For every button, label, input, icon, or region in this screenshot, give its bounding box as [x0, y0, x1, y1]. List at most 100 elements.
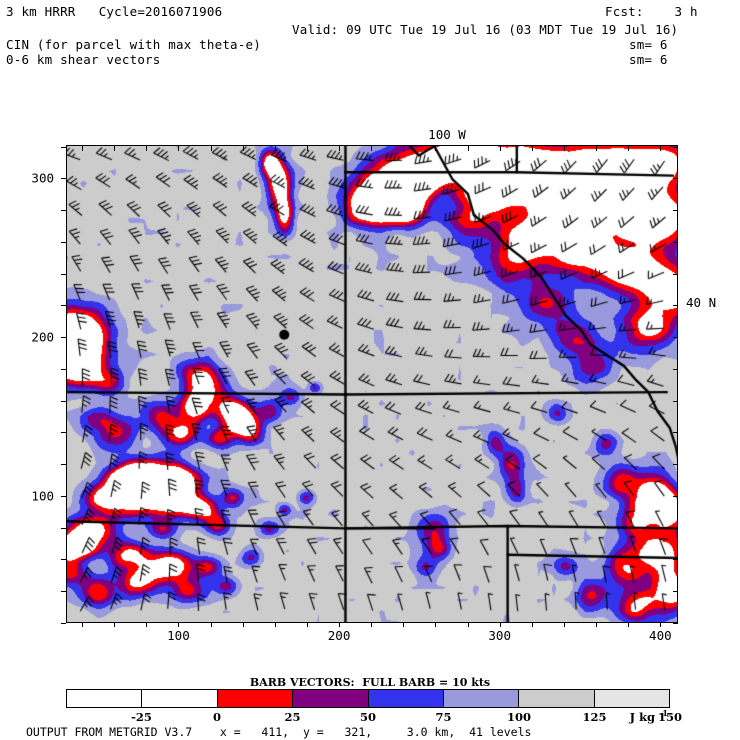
- y-minor-tick: [61, 337, 66, 339]
- header-model-cycle: 3 km HRRR Cycle=2016071906: [6, 4, 223, 19]
- wind-barbs-layer: [67, 146, 677, 622]
- x-minor-tick-top: [499, 146, 501, 151]
- y-minor-tick-right: [673, 559, 678, 561]
- colorbar-segment-0: [67, 690, 143, 707]
- header-valid-time: Valid: 09 UTC Tue 19 Jul 16 (03 MDT Tue …: [292, 22, 679, 37]
- header-field-shear: 0-6 km shear vectors: [6, 52, 161, 67]
- colorbar-segment-6: [519, 690, 595, 707]
- footer-metgrid-info: OUTPUT FROM METGRID V3.7 x = 411, y = 32…: [26, 725, 532, 739]
- x-axis-label-100: 100: [167, 628, 190, 643]
- y-minor-tick-right: [673, 527, 678, 529]
- x-minor-tick-top: [242, 146, 244, 151]
- y-minor-tick: [61, 305, 66, 307]
- y-minor-tick: [61, 400, 66, 402]
- y-minor-tick-right: [673, 305, 678, 307]
- x-minor-tick-top: [306, 146, 308, 151]
- x-minor-tick: [628, 622, 630, 627]
- x-minor-tick: [114, 622, 116, 627]
- x-minor-tick-top: [178, 146, 180, 151]
- colorbar-tick-125: 125: [582, 710, 607, 724]
- header-smoothing-1: sm= 6: [629, 37, 668, 52]
- colorbar-tick-150: 150: [657, 710, 683, 724]
- longitude-label: 100 W: [428, 127, 466, 142]
- colorbar-segment-7: [594, 690, 669, 707]
- x-minor-tick-top: [146, 146, 148, 151]
- x-minor-tick-top: [596, 146, 598, 151]
- x-minor-tick: [435, 622, 437, 627]
- x-axis-label-300: 300: [488, 628, 511, 643]
- colorbar-segment-3: [293, 690, 369, 707]
- colorbar-segment-5: [443, 690, 520, 707]
- y-axis-label-200: 200: [31, 329, 54, 345]
- header-forecast-hour: Fcst: 3 h: [605, 4, 698, 19]
- latitude-label: 40 N: [686, 295, 717, 310]
- x-minor-tick: [596, 622, 598, 627]
- colorbar-tick-100: 100: [506, 710, 532, 724]
- y-minor-tick-right: [673, 146, 678, 148]
- colorbar-unit-label: J kg -1: [629, 708, 668, 724]
- colorbar-tick-50: 50: [359, 710, 377, 724]
- y-minor-tick: [61, 464, 66, 466]
- x-minor-tick: [467, 622, 469, 627]
- y-minor-tick-right: [673, 273, 678, 275]
- y-minor-tick: [61, 559, 66, 561]
- x-minor-tick: [660, 622, 662, 627]
- y-minor-tick-right: [673, 210, 678, 212]
- y-minor-tick: [61, 495, 66, 497]
- x-axis-label-200: 200: [327, 628, 351, 643]
- x-minor-tick: [563, 622, 565, 627]
- x-minor-tick-top: [435, 146, 437, 151]
- y-minor-tick: [61, 178, 66, 180]
- x-minor-tick: [274, 622, 276, 627]
- x-minor-tick-top: [274, 146, 276, 151]
- header-field-cin: CIN (for parcel with max theta-e): [6, 37, 261, 52]
- y-minor-tick: [61, 368, 66, 370]
- y-axis-label-300: 300: [31, 170, 54, 186]
- y-axis-label-100: 100: [31, 488, 54, 504]
- colorbar-tick-75: 75: [435, 710, 452, 724]
- x-minor-tick: [82, 622, 84, 627]
- x-minor-tick: [371, 622, 373, 627]
- x-minor-tick: [178, 622, 180, 627]
- colorbar-segment-2: [217, 690, 294, 707]
- colorbar-segment-1: [142, 690, 218, 707]
- x-minor-tick: [403, 622, 405, 627]
- map-plot-area[interactable]: [66, 145, 678, 623]
- y-minor-tick-right: [673, 400, 678, 402]
- y-minor-tick: [61, 623, 66, 624]
- x-minor-tick-top: [628, 146, 630, 151]
- x-minor-tick: [499, 622, 501, 627]
- colorbar-tick--25: -25: [131, 710, 152, 724]
- y-minor-tick-right: [673, 495, 678, 497]
- x-minor-tick: [339, 622, 341, 627]
- y-minor-tick: [61, 146, 66, 148]
- x-minor-tick: [306, 622, 308, 627]
- y-minor-tick-right: [673, 337, 678, 339]
- x-axis-label-400: 400: [649, 628, 672, 643]
- y-minor-tick: [61, 241, 66, 243]
- x-minor-tick: [531, 622, 533, 627]
- x-minor-tick-top: [339, 146, 341, 151]
- x-minor-tick-top: [371, 146, 373, 151]
- y-minor-tick-right: [673, 241, 678, 243]
- y-minor-tick: [61, 591, 66, 593]
- y-minor-tick-right: [673, 464, 678, 466]
- x-minor-tick-top: [563, 146, 565, 151]
- colorbar-segment-4: [368, 690, 444, 707]
- barb-legend-caption: BARB VECTORS: FULL BARB = 10 kts: [249, 676, 491, 689]
- cin-colorbar[interactable]: [66, 689, 670, 708]
- y-minor-tick-right: [673, 432, 678, 434]
- y-minor-tick-right: [673, 623, 678, 624]
- x-minor-tick-top: [531, 146, 533, 151]
- x-minor-tick-top: [210, 146, 212, 151]
- y-minor-tick-right: [673, 368, 678, 370]
- x-minor-tick: [242, 622, 244, 627]
- y-minor-tick: [61, 432, 66, 434]
- x-minor-tick-top: [467, 146, 469, 151]
- x-minor-tick-top: [660, 146, 662, 151]
- y-minor-tick: [61, 210, 66, 212]
- y-minor-tick-right: [673, 591, 678, 593]
- colorbar-tick-0: 0: [212, 710, 222, 724]
- x-minor-tick-top: [114, 146, 116, 151]
